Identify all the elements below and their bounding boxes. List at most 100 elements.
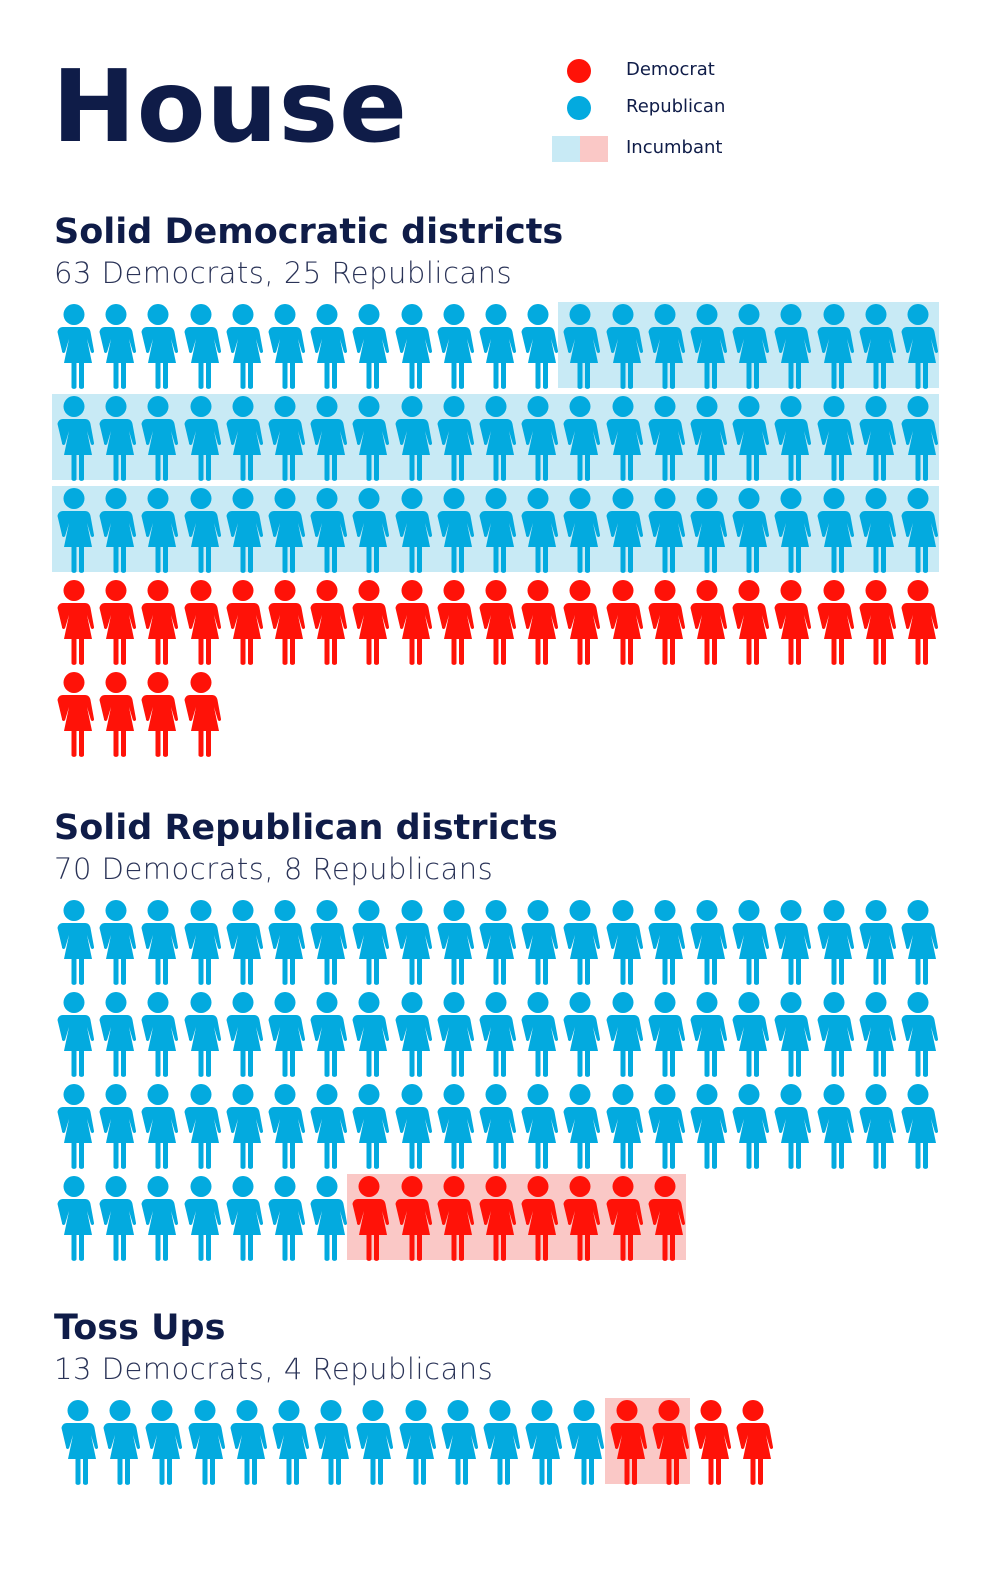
democrat-person-icon xyxy=(521,1176,559,1261)
republican-person-icon xyxy=(690,396,727,481)
republican-person-icon xyxy=(352,992,390,1077)
republican-person-icon xyxy=(774,488,812,573)
section-subtitle: 63 Democrats, 25 Republicans xyxy=(54,256,513,290)
republican-person-icon xyxy=(606,1084,643,1169)
section-subtitle: 13 Democrats, 4 Republicans xyxy=(54,1352,494,1386)
republican-person-icon xyxy=(817,488,854,573)
legend-item-democrat: Democrat xyxy=(550,55,770,85)
republican-person-icon xyxy=(99,900,137,985)
republican-person-icon xyxy=(395,488,432,573)
republican-person-icon xyxy=(859,488,896,573)
republican-person-icon xyxy=(352,900,390,985)
republican-person-icon xyxy=(437,304,474,389)
republican-person-icon xyxy=(648,488,685,573)
democrat-person-icon xyxy=(606,1176,643,1261)
legend-label: Republican xyxy=(626,96,726,117)
republican-person-icon xyxy=(268,992,305,1077)
republican-person-icon xyxy=(352,488,390,573)
republican-person-icon xyxy=(99,1176,137,1261)
republican-person-icon xyxy=(310,304,348,389)
republican-person-icon xyxy=(567,1400,605,1485)
republican-person-icon xyxy=(859,396,896,481)
republican-person-icon xyxy=(479,304,516,389)
republican-person-icon xyxy=(563,396,601,481)
republican-person-icon xyxy=(437,488,474,573)
section-title: Toss Ups xyxy=(54,1308,226,1348)
republican-person-icon xyxy=(310,992,348,1077)
republican-person-icon xyxy=(99,992,137,1077)
republican-person-icon xyxy=(521,304,559,389)
republican-person-icon xyxy=(690,900,727,985)
republican-person-icon xyxy=(310,900,348,985)
section-subtitle: 70 Democrats, 8 Republicans xyxy=(54,852,494,886)
republican-person-icon xyxy=(479,1084,516,1169)
republican-person-icon xyxy=(184,1084,221,1169)
section-title: Solid Democratic districts xyxy=(54,212,564,252)
republican-person-icon xyxy=(57,304,94,389)
incumbant-swatch-icon xyxy=(552,136,608,162)
republican-dot-icon xyxy=(567,96,591,120)
republican-person-icon xyxy=(226,1176,263,1261)
democrat-person-icon xyxy=(268,580,305,665)
republican-person-icon xyxy=(268,396,305,481)
republican-person-icon xyxy=(268,304,305,389)
republican-person-icon xyxy=(563,1084,601,1169)
republican-person-icon xyxy=(563,488,601,573)
page-title: House xyxy=(52,48,408,165)
republican-person-icon xyxy=(184,396,221,481)
democrat-person-icon xyxy=(99,672,137,757)
republican-person-icon xyxy=(483,1400,520,1485)
republican-person-icon xyxy=(141,992,179,1077)
republican-person-icon xyxy=(563,900,601,985)
democrat-person-icon xyxy=(141,580,179,665)
republican-person-icon xyxy=(226,304,263,389)
republican-person-icon xyxy=(226,1084,263,1169)
republican-person-icon xyxy=(521,488,559,573)
republican-person-icon xyxy=(690,1084,727,1169)
republican-person-icon xyxy=(648,304,685,389)
republican-person-icon xyxy=(226,488,263,573)
republican-person-icon xyxy=(57,1176,94,1261)
republican-person-icon xyxy=(859,992,896,1077)
republican-person-icon xyxy=(479,992,516,1077)
democrat-person-icon xyxy=(395,1176,432,1261)
democrat-person-icon xyxy=(774,580,812,665)
republican-person-icon xyxy=(437,992,474,1077)
republican-person-icon xyxy=(606,900,643,985)
republican-person-icon xyxy=(61,1400,98,1485)
republican-person-icon xyxy=(310,396,348,481)
democrat-person-icon xyxy=(479,580,516,665)
democrat-person-icon xyxy=(352,1176,390,1261)
republican-person-icon xyxy=(437,900,474,985)
republican-person-icon xyxy=(184,304,221,389)
pictogram-grid xyxy=(52,302,954,762)
republican-person-icon xyxy=(57,396,94,481)
republican-person-icon xyxy=(648,1084,685,1169)
democrat-person-icon xyxy=(521,580,559,665)
republican-person-icon xyxy=(732,1084,770,1169)
republican-person-icon xyxy=(141,396,179,481)
republican-person-icon xyxy=(901,1084,938,1169)
republican-person-icon xyxy=(563,304,601,389)
republican-person-icon xyxy=(648,900,685,985)
republican-person-icon xyxy=(606,488,643,573)
section-solid-republican: Solid Republican districts 70 Democrats,… xyxy=(54,808,954,1266)
republican-person-icon xyxy=(145,1400,183,1485)
democrat-person-icon xyxy=(690,580,727,665)
democrat-person-icon xyxy=(610,1400,647,1485)
republican-person-icon xyxy=(859,304,896,389)
republican-person-icon xyxy=(441,1400,478,1485)
republican-person-icon xyxy=(437,396,474,481)
republican-person-icon xyxy=(268,488,305,573)
republican-person-icon xyxy=(184,992,221,1077)
republican-person-icon xyxy=(774,900,812,985)
legend-label: Democrat xyxy=(626,59,715,80)
republican-person-icon xyxy=(99,304,137,389)
republican-person-icon xyxy=(226,396,263,481)
democrat-person-icon xyxy=(694,1400,731,1485)
democrat-person-icon xyxy=(563,1176,601,1261)
republican-person-icon xyxy=(817,900,854,985)
republican-person-icon xyxy=(268,1176,305,1261)
republican-person-icon xyxy=(817,1084,854,1169)
republican-person-icon xyxy=(103,1400,141,1485)
